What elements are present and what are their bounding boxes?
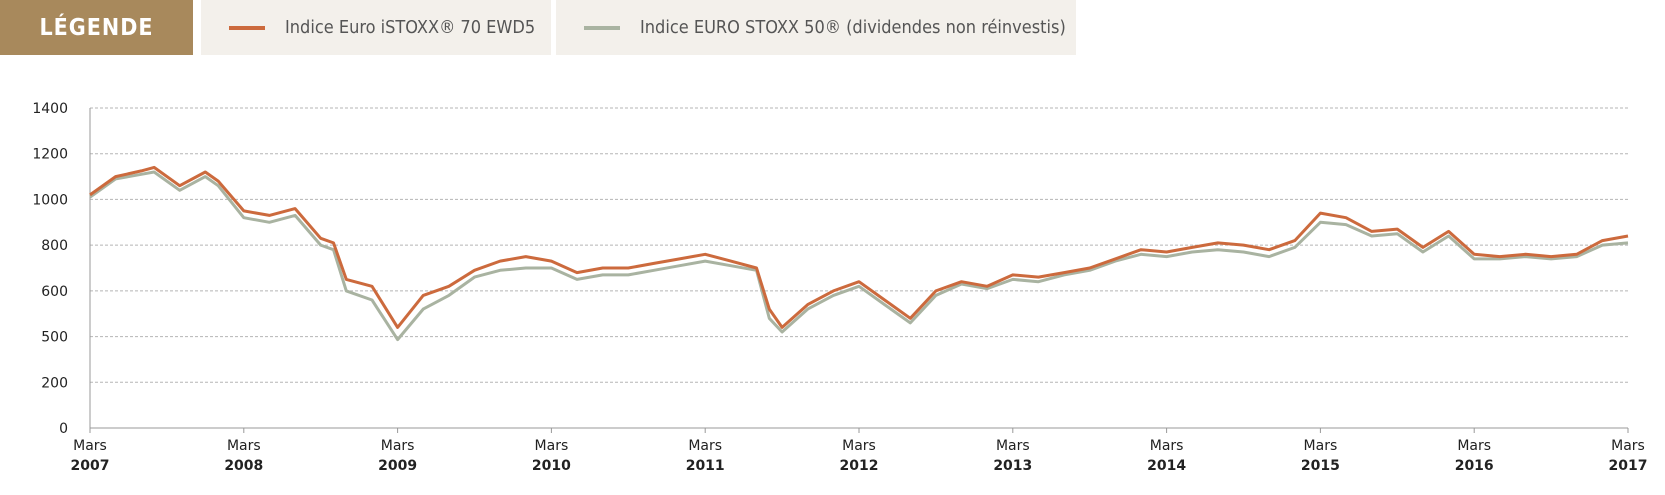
y-tick-label: 800 — [41, 238, 68, 254]
x-tick-month: Mars — [73, 438, 107, 454]
x-tick-year: 2016 — [1455, 458, 1494, 474]
legend-item-euro-stoxx-50: Indice EURO STOXX 50® (dividendes non ré… — [556, 0, 1076, 55]
x-tick-year: 2010 — [532, 458, 571, 474]
line-chart: 0 200 500 600 800 1000 1200 1400 Mars 2007 Mars 20… — [32, 101, 1648, 474]
x-tick-year: 2009 — [378, 458, 417, 474]
x-tick-month: Mars — [1150, 438, 1184, 454]
x-tick-year: 2011 — [686, 458, 725, 474]
x-tick-month: Mars — [1457, 438, 1491, 454]
series-line-1 — [89, 170, 1629, 342]
x-axis: Mars 2007 Mars 2008 Mars 2009 Mars 2010 Mars 2011… — [71, 428, 1648, 474]
x-tick-year: 2007 — [71, 458, 110, 474]
chart-series — [89, 165, 1629, 342]
y-tick-label: 500 — [41, 330, 68, 346]
series-line-0 — [89, 165, 1629, 329]
y-tick-label: 1000 — [32, 192, 68, 208]
x-tick-year: 2008 — [224, 458, 263, 474]
legend-item-euro-istoxx-70: Indice Euro iSTOXX® 70 EWD5 — [201, 0, 551, 55]
legend-label-euro-stoxx-50: Indice EURO STOXX 50® (dividendes non ré… — [640, 17, 1066, 38]
x-tick-year: 2014 — [1147, 458, 1186, 474]
x-tick-year: 2017 — [1609, 458, 1648, 474]
chart-grid — [89, 107, 1628, 429]
y-axis: 0 200 500 600 800 1000 1200 1400 — [32, 101, 68, 437]
x-tick-month: Mars — [381, 438, 415, 454]
x-tick-month: Mars — [1611, 438, 1645, 454]
x-tick-year: 2015 — [1301, 458, 1340, 474]
x-tick-month: Mars — [535, 438, 569, 454]
x-tick-year: 2012 — [840, 458, 879, 474]
legend: LÉGENDE Indice Euro iSTOXX® 70 EWD5 Indi… — [0, 0, 1080, 55]
legend-swatch-euro-stoxx-50 — [584, 25, 620, 30]
legend-swatch-euro-istoxx-70 — [229, 25, 265, 30]
y-tick-label: 1200 — [32, 147, 68, 163]
x-tick-month: Mars — [842, 438, 876, 454]
y-tick-label: 0 — [59, 421, 68, 437]
y-tick-label: 600 — [41, 284, 68, 300]
y-tick-label: 200 — [41, 375, 68, 391]
legend-label-euro-istoxx-70: Indice Euro iSTOXX® 70 EWD5 — [285, 17, 536, 38]
x-tick-month: Mars — [1304, 438, 1338, 454]
x-tick-month: Mars — [688, 438, 722, 454]
y-tick-label: 1400 — [32, 101, 68, 117]
x-tick-year: 2013 — [993, 458, 1032, 474]
x-tick-month: Mars — [996, 438, 1030, 454]
x-tick-month: Mars — [227, 438, 261, 454]
legend-title: LÉGENDE — [0, 0, 193, 55]
